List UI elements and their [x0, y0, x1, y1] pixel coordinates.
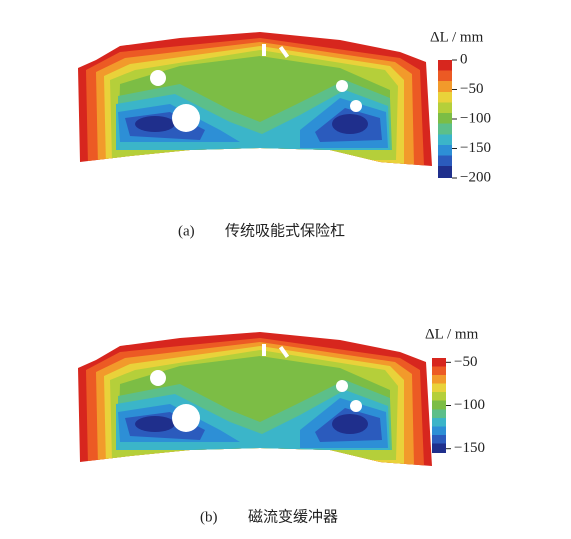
contour-plot [70, 325, 440, 475]
caption-label: (a) [178, 223, 195, 239]
colorbar-tick-label: −100 [460, 110, 491, 126]
caption-label: (b) [200, 509, 218, 525]
colorbar-tick-label: 0 [460, 51, 468, 67]
colorbar [432, 358, 446, 453]
colorbar-tick-label: −200 [460, 169, 491, 185]
colorbar-tick-label: −50 [460, 81, 483, 97]
colorbar-tick-label: −50 [454, 354, 477, 370]
colorbar-tick-label: −150 [460, 140, 491, 156]
colorbar-tick-label: −150 [454, 440, 485, 456]
colorbar-label: ΔL / mm [430, 29, 484, 45]
colorbar [438, 60, 452, 178]
colorbar-label: ΔL / mm [425, 326, 479, 342]
contour-plot [70, 25, 440, 175]
caption-text: 磁流变缓冲器 [248, 508, 338, 525]
colorbar-tick-label: −100 [454, 397, 485, 413]
caption-text: 传统吸能式保险杠 [225, 222, 345, 239]
